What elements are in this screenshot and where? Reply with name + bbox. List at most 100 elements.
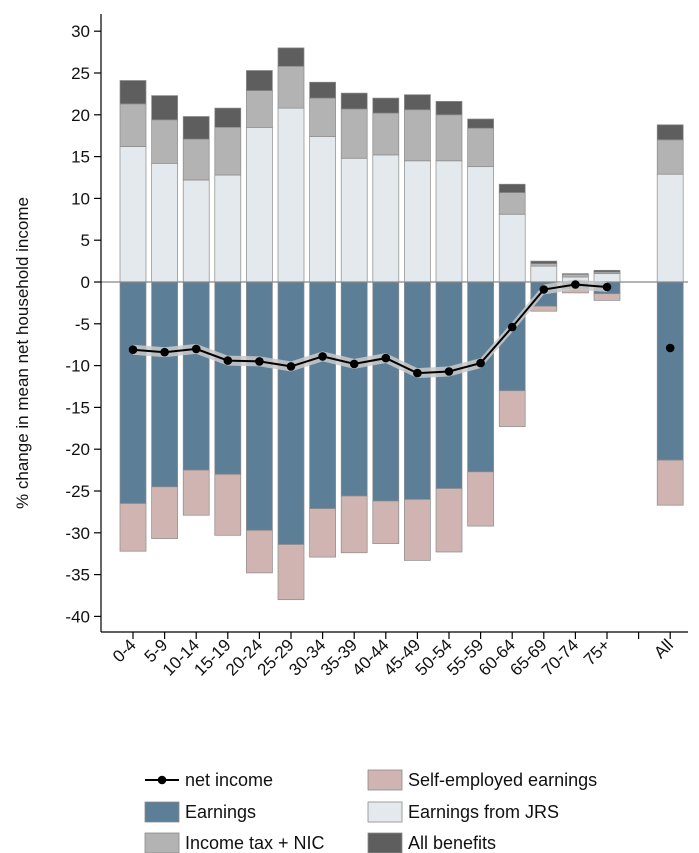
bar-self-employed-earnings-35-39 xyxy=(340,495,368,554)
y-tick-label: -30 xyxy=(65,524,90,543)
net-income-point-30-34 xyxy=(318,352,327,361)
bar-self-employed-earnings-60-64 xyxy=(498,390,526,427)
bar-earnings-20-24 xyxy=(246,281,273,531)
y-tick-label: 5 xyxy=(81,231,90,250)
net-income-point-0-4 xyxy=(128,345,138,355)
x-tick-label-70-74: 70-74 xyxy=(538,635,582,679)
y-tick-label: -20 xyxy=(65,440,90,459)
legend-label: All benefits xyxy=(408,833,496,853)
bar-self-employed-earnings-65-69 xyxy=(530,305,558,312)
bar-self-employed-earnings-10-14 xyxy=(182,469,210,516)
bar-income-tax-nic-50-54 xyxy=(435,114,463,162)
bar-income-tax-nic-20-24 xyxy=(246,90,273,128)
bar-income-tax-nic-all xyxy=(656,139,684,175)
bar-all-benefits-45-49 xyxy=(404,94,431,111)
x-tick-label-0-4: 0-4 xyxy=(109,635,140,666)
net-income-point-35-39 xyxy=(349,359,359,369)
bar-earnings-from-jrs-55-59 xyxy=(467,166,494,283)
bar-all-benefits-20-24 xyxy=(246,70,273,91)
bar-earnings-15-19 xyxy=(214,281,242,475)
bar-earnings-from-jrs-15-19 xyxy=(214,174,242,283)
bar-earnings-45-49 xyxy=(404,281,431,500)
bar-earnings-from-jrs-10-14 xyxy=(182,179,210,283)
net-income-point-45-49 xyxy=(413,368,422,378)
bar-self-employed-earnings-55-59 xyxy=(467,471,494,527)
bar-earnings-from-jrs-5-9 xyxy=(151,162,178,283)
bar-earnings-from-jrs-60-64 xyxy=(498,213,526,283)
bar-self-employed-earnings-40-44 xyxy=(372,500,400,544)
bar-self-employed-earnings-30-34 xyxy=(309,508,336,558)
bar-earnings-all xyxy=(656,281,684,461)
bar-income-tax-nic-5-9 xyxy=(151,119,178,164)
net-income-line-layer xyxy=(128,279,675,379)
legend-item-earnings-from-jrs: Earnings from JRS xyxy=(367,801,559,823)
bar-all-benefits-30-34 xyxy=(309,81,336,99)
net-income-point-15-19 xyxy=(223,356,233,365)
net-income-point-10-14 xyxy=(191,344,201,354)
x-tick-label-all: All xyxy=(650,635,677,662)
bar-income-tax-nic-60-64 xyxy=(498,192,526,215)
bar-self-employed-earnings-75 xyxy=(593,293,621,301)
bar-income-tax-nic-25-29 xyxy=(277,65,305,109)
bar-all-benefits-60-64 xyxy=(498,183,526,193)
bar-income-tax-nic-15-19 xyxy=(214,126,242,176)
legend-swatch xyxy=(144,801,180,823)
bar-earnings-from-jrs-0-4 xyxy=(119,146,147,283)
bar-earnings-30-34 xyxy=(309,281,336,509)
bar-earnings-5-9 xyxy=(151,281,178,488)
bar-self-employed-earnings-0-4 xyxy=(119,503,147,552)
bar-all-benefits-55-59 xyxy=(467,118,494,129)
bar-all-benefits-50-54 xyxy=(435,101,463,116)
legend-item-income-tax-nic: Income tax + NIC xyxy=(144,832,325,853)
legend-item-earnings: Earnings xyxy=(144,801,256,823)
y-axis-label: % change in mean net household income xyxy=(13,197,32,509)
bar-earnings-50-54 xyxy=(435,281,463,489)
bar-all-benefits-15-19 xyxy=(214,107,242,128)
net-income-line xyxy=(132,283,608,375)
net-income-point-75 xyxy=(602,282,612,292)
net-income-point-70-74 xyxy=(571,280,580,289)
y-tick-label: -15 xyxy=(65,398,90,417)
bar-all-benefits-25-29 xyxy=(277,47,305,67)
legend-marker xyxy=(157,775,167,785)
bar-earnings-10-14 xyxy=(182,281,210,471)
bar-earnings-0-4 xyxy=(119,281,147,504)
bar-all-benefits-0-4 xyxy=(119,80,147,105)
bar-self-employed-earnings-5-9 xyxy=(151,486,178,539)
y-tick-label: -10 xyxy=(65,357,90,376)
bar-earnings-from-jrs-45-49 xyxy=(404,160,431,283)
bar-income-tax-nic-35-39 xyxy=(340,108,368,159)
bar-earnings-from-jrs-20-24 xyxy=(246,126,273,283)
y-tick-label: -40 xyxy=(65,607,90,626)
legend-swatch xyxy=(367,832,403,853)
y-tick-label: 25 xyxy=(71,64,90,83)
bar-earnings-35-39 xyxy=(340,281,368,497)
bars-layer xyxy=(119,47,684,601)
bar-income-tax-nic-0-4 xyxy=(119,103,147,147)
net-income-point-25-29 xyxy=(286,362,296,371)
bar-earnings-from-jrs-75 xyxy=(593,273,621,283)
legend-label: Self-employed earnings xyxy=(408,770,597,790)
net-income-point-55-59 xyxy=(476,358,485,368)
bar-all-benefits-5-9 xyxy=(151,95,178,121)
bar-earnings-from-jrs-all xyxy=(656,173,684,283)
bar-all-benefits-10-14 xyxy=(182,116,210,140)
net-income-point-50-54 xyxy=(444,367,454,376)
legend-label: net income xyxy=(185,770,273,790)
y-tick-label: -25 xyxy=(65,482,90,501)
y-tick-label: -5 xyxy=(75,315,90,334)
bar-all-benefits-all xyxy=(656,124,684,141)
bar-income-tax-nic-40-44 xyxy=(372,112,400,156)
bar-earnings-from-jrs-65-69 xyxy=(530,265,558,283)
bar-earnings-55-59 xyxy=(467,281,494,473)
bar-income-tax-nic-30-34 xyxy=(309,97,336,137)
net-income-point-40-44 xyxy=(381,353,391,363)
y-tick-label: 20 xyxy=(71,106,90,125)
bar-self-employed-earnings-20-24 xyxy=(246,529,273,574)
bar-all-benefits-75 xyxy=(593,269,621,273)
bar-earnings-from-jrs-35-39 xyxy=(340,157,368,283)
bar-earnings-from-jrs-25-29 xyxy=(277,107,305,283)
legend-swatch xyxy=(367,769,403,791)
legend-swatch xyxy=(367,801,403,823)
